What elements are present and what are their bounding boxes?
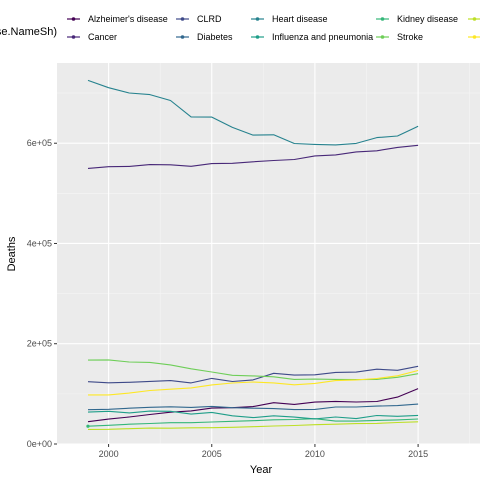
x-axis-title: Year <box>250 464 273 476</box>
y-tick-label: 0e+00 <box>27 439 52 449</box>
y-tick-label: 6e+05 <box>27 138 52 148</box>
series-point <box>86 424 90 428</box>
x-tick-label: 2015 <box>408 449 428 459</box>
plot-panel <box>57 63 480 444</box>
series-line <box>87 365 419 384</box>
legend-key-point <box>180 35 185 39</box>
legend-title: Cause.NameSh) <box>0 26 57 38</box>
x-tick-label: 2010 <box>305 449 325 459</box>
legend-label: Alzheimer's disease <box>88 14 168 24</box>
legend-label: Heart disease <box>272 14 328 24</box>
legend-key-point <box>472 17 477 21</box>
legend-key-point <box>472 35 477 39</box>
series-line <box>87 388 419 423</box>
legend-key-point <box>255 17 260 21</box>
legend-key-point <box>380 17 385 21</box>
legend-key-point <box>71 17 76 21</box>
legend-label: CLRD <box>197 14 222 24</box>
legend-label: Diabetes <box>197 32 233 42</box>
legend-key-point <box>255 35 260 39</box>
x-tick-label: 2005 <box>202 449 222 459</box>
y-axis-title: Deaths <box>6 236 18 271</box>
series-line <box>87 144 419 169</box>
y-tick-label: 2e+05 <box>27 339 52 349</box>
legend-label: Influenza and pneumonia <box>272 32 373 42</box>
major-gridlines <box>57 63 480 445</box>
minor-gridlines <box>57 63 480 444</box>
legend-key-point <box>71 35 76 39</box>
legend-label: Cancer <box>88 32 117 42</box>
legend-key-point <box>180 17 185 21</box>
series-line <box>87 421 419 430</box>
legend-key-point <box>380 35 385 39</box>
x-tick-label: 2000 <box>99 449 119 459</box>
series-line <box>87 418 419 427</box>
series-line <box>87 410 419 420</box>
legend-label: Stroke <box>397 32 423 42</box>
series-line <box>87 403 419 411</box>
y-tick-label: 4e+05 <box>27 238 52 248</box>
series-line <box>87 79 419 146</box>
series-line <box>88 369 419 396</box>
legend-label: Kidney disease <box>397 14 458 24</box>
y-axis: 0e+00 2e+05 4e+05 6e+05 <box>27 138 57 449</box>
series-lines <box>86 79 419 430</box>
legend: Alzheimer's disease CLRD Heart disease Kidn… <box>67 14 480 42</box>
x-axis: 2000 2005 2010 2015 <box>99 444 428 459</box>
